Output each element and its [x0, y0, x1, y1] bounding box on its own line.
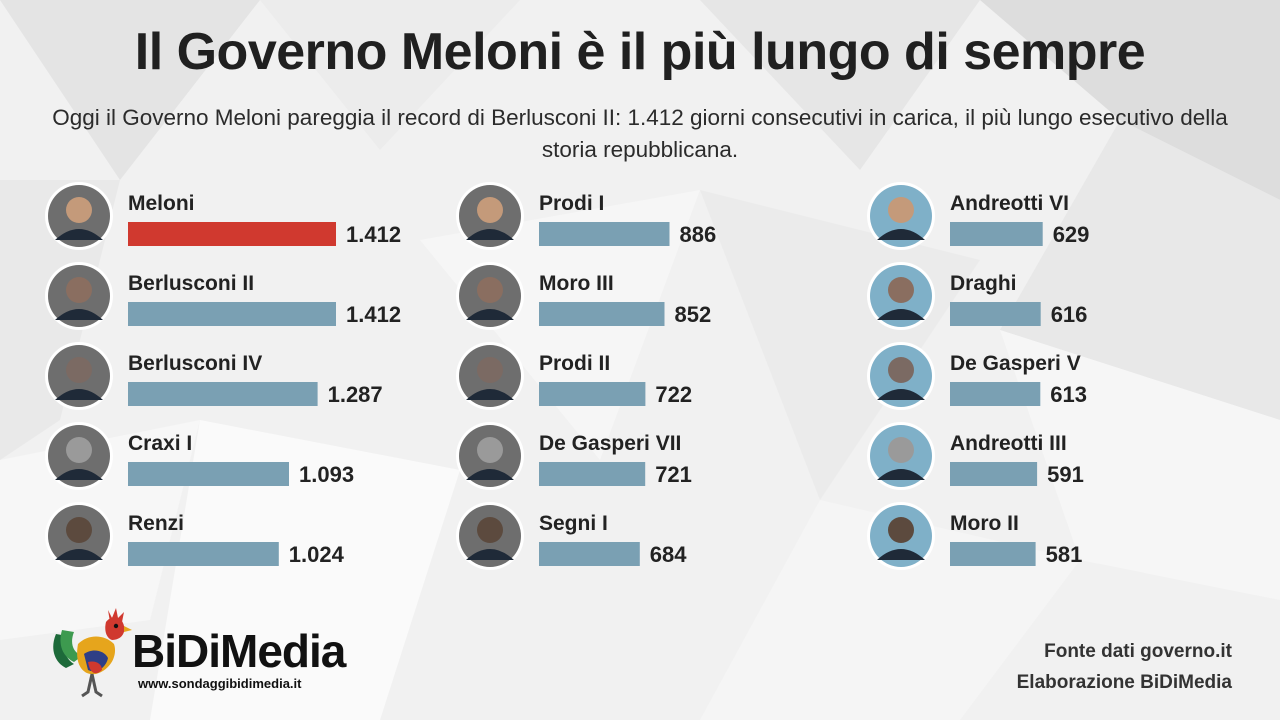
avatar-portrait [870, 345, 932, 407]
bar [950, 542, 1036, 566]
bar-name-label: Meloni [128, 192, 195, 215]
bar-value-label: 591 [1047, 462, 1084, 487]
bar-name-label: Berlusconi II [128, 272, 254, 295]
bar-item: Andreotti III 591 [867, 422, 1084, 490]
avatar-portrait [459, 425, 521, 487]
bar [950, 382, 1041, 406]
rooster-icon [53, 608, 132, 698]
avatar-portrait [48, 185, 110, 247]
bar-item: Prodi II 722 [456, 342, 692, 410]
bar-value-label: 852 [675, 302, 712, 327]
source-text: Fonte dati governo.it [1044, 641, 1232, 662]
avatar-portrait [459, 345, 521, 407]
bar-value-label: 721 [655, 462, 692, 487]
bar-item: De Gasperi VII 721 [456, 422, 692, 490]
bar [950, 462, 1038, 486]
bar-name-label: Renzi [128, 512, 184, 535]
bar-item: Craxi I 1.093 [45, 422, 354, 490]
bar-value-label: 629 [1053, 222, 1090, 247]
avatar-portrait [48, 265, 110, 327]
bar-name-label: Prodi II [539, 352, 610, 375]
bar-value-label: 722 [655, 382, 692, 407]
bar-value-label: 581 [1046, 542, 1083, 567]
bar-item: Segni I 684 [456, 502, 687, 570]
bar-name-label: Andreotti VI [950, 192, 1069, 215]
avatar-portrait [459, 505, 521, 567]
bar-highlighted [128, 222, 336, 246]
bar [128, 462, 289, 486]
bar-value-label: 1.412 [346, 302, 401, 327]
bar-name-label: Prodi I [539, 192, 604, 215]
bar-name-label: Segni I [539, 512, 608, 535]
bar [539, 542, 640, 566]
bar [539, 222, 670, 246]
bar-value-label: 1.093 [299, 462, 354, 487]
avatar-portrait [459, 185, 521, 247]
bar-value-label: 616 [1051, 302, 1088, 327]
avatar-portrait [870, 185, 932, 247]
bar-item: Berlusconi IV 1.287 [45, 342, 383, 410]
avatar-portrait [459, 265, 521, 327]
bar-value-label: 1.412 [346, 222, 401, 247]
logo-url: www.sondaggibidimedia.it [138, 676, 302, 691]
chart-subtitle: Oggi il Governo Meloni pareggia il recor… [52, 105, 1228, 162]
avatar-portrait [48, 505, 110, 567]
bar-name-label: De Gasperi VII [539, 432, 681, 455]
bar-name-label: Craxi I [128, 432, 192, 455]
bar-item: Draghi 616 [867, 262, 1087, 330]
bar-value-label: 684 [650, 542, 687, 567]
bar [539, 302, 665, 326]
bar [950, 222, 1043, 246]
bar-item: Prodi I 886 [456, 182, 716, 250]
bar-item: Renzi 1.024 [45, 502, 345, 570]
avatar-portrait [870, 265, 932, 327]
avatar-portrait [870, 505, 932, 567]
bar-name-label: Draghi [950, 272, 1017, 295]
bar-name-label: Moro II [950, 512, 1019, 535]
bar-item: Berlusconi II 1.412 [45, 262, 401, 330]
bar-name-label: De Gasperi V [950, 352, 1081, 375]
bar [128, 302, 336, 326]
bar-item: Moro III 852 [456, 262, 711, 330]
bar-item: Moro II 581 [867, 502, 1082, 570]
avatar-portrait [48, 425, 110, 487]
source-block: Fonte dati governo.it Elaborazione BiDiM… [1017, 636, 1232, 698]
bidimedia-logo: BiDiMedia www.sondaggibidimedia.it [48, 604, 408, 700]
bar-value-label: 1.287 [328, 382, 383, 407]
bar [128, 542, 279, 566]
bar-value-label: 886 [680, 222, 717, 247]
bar [539, 382, 646, 406]
bar-value-label: 613 [1050, 382, 1087, 407]
bar [950, 302, 1041, 326]
avatar-portrait [48, 345, 110, 407]
bar-name-label: Berlusconi IV [128, 352, 262, 375]
bar-item: Andreotti VI 629 [867, 182, 1089, 250]
credit-text: Elaborazione BiDiMedia [1016, 672, 1232, 693]
bar-item: De Gasperi V 613 [867, 342, 1087, 410]
bar [539, 462, 646, 486]
bar-name-label: Andreotti III [950, 432, 1067, 455]
logo-wordmark: BiDiMedia [132, 625, 346, 677]
bar-item: Meloni 1.412 [45, 182, 401, 250]
avatar-portrait [870, 425, 932, 487]
chart-title: Il Governo Meloni è il più lungo di semp… [134, 23, 1146, 81]
bar-value-label: 1.024 [289, 542, 345, 567]
bar-name-label: Moro III [539, 272, 614, 295]
bar [128, 382, 318, 406]
